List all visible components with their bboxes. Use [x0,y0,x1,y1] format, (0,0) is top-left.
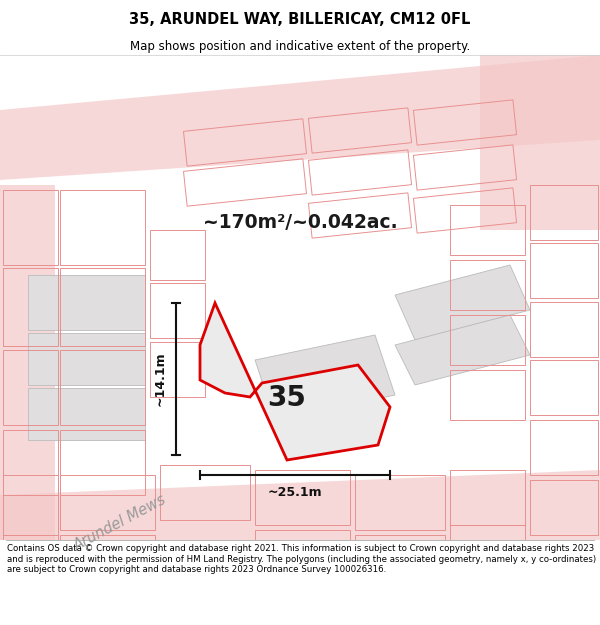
Polygon shape [395,315,530,385]
Polygon shape [28,275,145,330]
Text: Contains OS data © Crown copyright and database right 2021. This information is : Contains OS data © Crown copyright and d… [7,544,596,574]
Polygon shape [395,265,530,340]
Polygon shape [0,470,600,555]
Text: 35: 35 [267,384,306,412]
Polygon shape [28,333,145,385]
Text: 35, ARUNDEL WAY, BILLERICAY, CM12 0FL: 35, ARUNDEL WAY, BILLERICAY, CM12 0FL [130,12,470,27]
Text: ~170m²/~0.042ac.: ~170m²/~0.042ac. [203,214,397,232]
Text: Arundel Mews: Arundel Mews [71,492,169,554]
Text: Map shows position and indicative extent of the property.: Map shows position and indicative extent… [130,39,470,52]
Text: ~14.1m: ~14.1m [154,352,167,406]
Polygon shape [0,55,600,180]
Polygon shape [200,303,390,460]
Polygon shape [28,388,145,440]
Polygon shape [255,335,395,420]
Polygon shape [480,55,600,230]
Text: ~25.1m: ~25.1m [268,486,322,499]
Polygon shape [0,185,55,595]
